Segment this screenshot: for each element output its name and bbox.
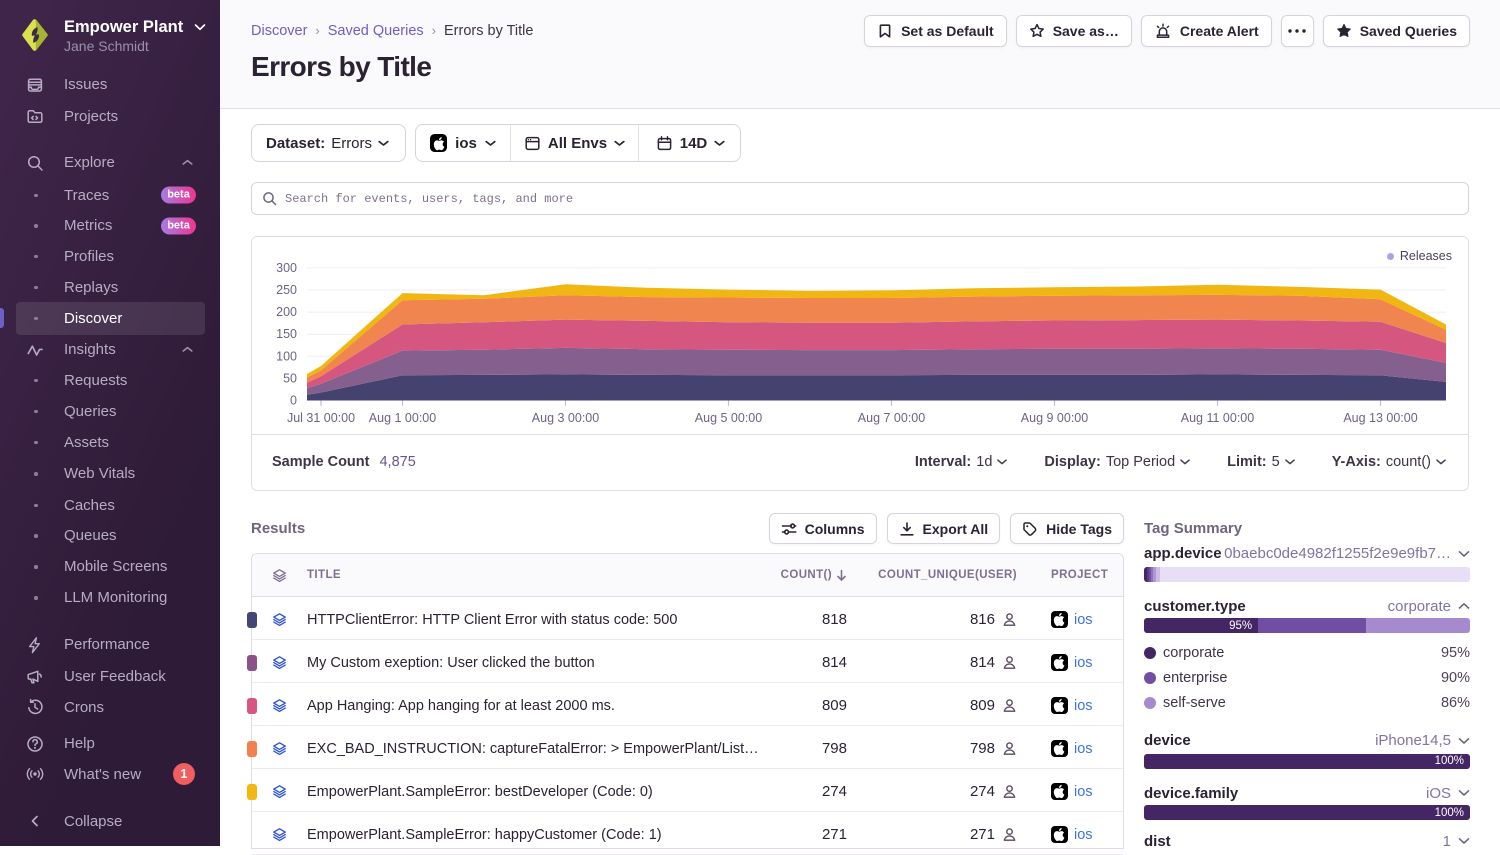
svg-text:Aug 13 00:00: Aug 13 00:00: [1343, 411, 1417, 425]
svg-text:Aug 11 00:00: Aug 11 00:00: [1181, 411, 1254, 425]
svg-text:250: 250: [276, 283, 297, 297]
svg-text:300: 300: [276, 261, 297, 275]
svg-text:50: 50: [283, 371, 297, 385]
svg-text:0: 0: [290, 394, 297, 408]
svg-text:Jul 31 00:00: Jul 31 00:00: [287, 411, 355, 425]
svg-text:Aug 5 00:00: Aug 5 00:00: [695, 411, 762, 425]
svg-text:Aug 9 00:00: Aug 9 00:00: [1021, 411, 1088, 425]
svg-text:Aug 7 00:00: Aug 7 00:00: [858, 411, 925, 425]
svg-text:150: 150: [276, 327, 297, 341]
svg-text:200: 200: [276, 305, 297, 319]
svg-text:Aug 3 00:00: Aug 3 00:00: [532, 411, 599, 425]
svg-text:Aug 1 00:00: Aug 1 00:00: [369, 411, 436, 425]
svg-text:100: 100: [276, 349, 297, 363]
